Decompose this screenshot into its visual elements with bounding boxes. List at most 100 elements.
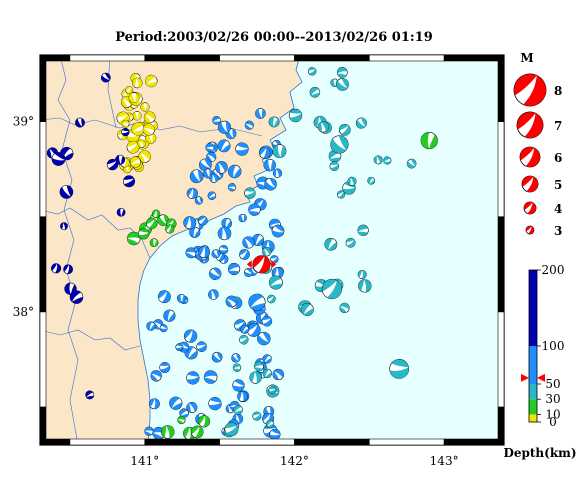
depth-tick-label: 100 bbox=[542, 339, 565, 353]
focal-mechanism bbox=[338, 124, 351, 136]
frame-scale-bar bbox=[69, 54, 146, 62]
magnitude-legend-symbol bbox=[521, 175, 539, 193]
focal-mechanism bbox=[175, 343, 184, 352]
focal-mechanism bbox=[272, 168, 283, 178]
frame-scale-bar bbox=[497, 311, 505, 408]
focal-mechanism bbox=[198, 415, 211, 428]
focal-mechanism bbox=[132, 77, 143, 89]
focal-mechanism bbox=[329, 161, 340, 171]
focal-mechanism bbox=[270, 255, 279, 264]
focal-mechanism bbox=[271, 224, 285, 238]
frame-scale-bar bbox=[294, 54, 370, 62]
focal-mechanism bbox=[265, 419, 274, 428]
depth-color-segment bbox=[529, 346, 537, 384]
focal-mechanism bbox=[121, 119, 130, 128]
magnitude-legend-symbol bbox=[523, 201, 537, 215]
focal-mechanism bbox=[253, 361, 264, 372]
focal-mechanism bbox=[176, 293, 186, 303]
axis-labels: 141° 142° 143° 39° 38° bbox=[13, 115, 459, 468]
highlight-marker-icon bbox=[246, 260, 252, 269]
focal-mechanism bbox=[248, 203, 261, 216]
focal-mechanism bbox=[159, 362, 171, 373]
focal-mechanism bbox=[228, 262, 241, 276]
focal-mechanism bbox=[159, 324, 168, 333]
focal-mechanism bbox=[143, 111, 156, 124]
focal-mechanism bbox=[347, 176, 357, 186]
frame-scale-bar bbox=[39, 121, 47, 218]
depth-tick-label: 10 bbox=[545, 407, 560, 421]
focal-mechanism bbox=[406, 158, 417, 169]
focal-mechanism bbox=[198, 215, 208, 226]
focal-mechanism bbox=[208, 289, 219, 300]
focal-mechanism bbox=[150, 370, 162, 382]
focal-mechanism bbox=[212, 115, 221, 125]
focal-mechanism bbox=[267, 294, 276, 304]
focal-mechanism bbox=[355, 117, 367, 129]
frame-scale-bar bbox=[69, 438, 146, 446]
focal-mechanism bbox=[144, 426, 154, 436]
focal-mechanism bbox=[85, 390, 95, 400]
focal-mechanism bbox=[232, 363, 242, 372]
latitude-tick-label: 38° bbox=[13, 305, 34, 319]
focal-mechanism bbox=[268, 116, 280, 128]
focal-mechanism bbox=[324, 237, 338, 251]
longitude-tick-label: 141° bbox=[130, 454, 159, 468]
focal-mechanism bbox=[288, 108, 303, 123]
focal-mechanism bbox=[131, 122, 145, 136]
focal-mechanism bbox=[63, 264, 73, 275]
magnitude-legend-symbol bbox=[516, 111, 544, 139]
focal-mechanism bbox=[217, 139, 231, 153]
focal-mechanism bbox=[208, 397, 222, 411]
longitude-tick-label: 143° bbox=[430, 454, 459, 468]
focal-mechanism bbox=[244, 120, 254, 130]
focal-mechanism bbox=[233, 404, 243, 415]
focal-mechanism bbox=[238, 213, 247, 223]
focal-mechanism bbox=[126, 140, 140, 154]
focal-mechanism bbox=[186, 187, 198, 199]
frame-scale-bar bbox=[219, 438, 295, 446]
focal-mechanism bbox=[116, 207, 126, 217]
focal-mechanism bbox=[268, 275, 283, 290]
magnitude-legend-label: 4 bbox=[554, 202, 562, 216]
focal-mechanism bbox=[215, 161, 228, 174]
magnitude-legend-symbol bbox=[525, 225, 535, 235]
focal-mechanism bbox=[145, 217, 158, 230]
focal-mechanism bbox=[203, 168, 213, 179]
focal-mechanism bbox=[251, 233, 265, 247]
frame-scale-bar bbox=[368, 438, 445, 446]
frame-scale-bar bbox=[497, 121, 505, 218]
frame-scale-bar bbox=[39, 311, 47, 408]
depth-tick-label: 50 bbox=[545, 377, 560, 391]
focal-mechanism bbox=[336, 67, 348, 78]
focal-mechanism bbox=[60, 222, 68, 231]
magnitude-legend: M 8 7 6 5 4 3 bbox=[513, 51, 562, 238]
focal-mechanism bbox=[358, 279, 372, 293]
focal-mechanism bbox=[261, 315, 273, 327]
focal-mechanism bbox=[149, 238, 159, 248]
focal-mechanism bbox=[248, 293, 266, 311]
focal-mechanism bbox=[258, 147, 271, 159]
depth-color-segment bbox=[529, 399, 537, 415]
depth-tick-label: 0 bbox=[549, 415, 557, 429]
frame-scale-bar bbox=[294, 438, 370, 446]
focal-mechanism bbox=[232, 379, 245, 392]
depth-color-segment bbox=[529, 414, 537, 422]
focal-mechanism bbox=[244, 187, 256, 199]
focal-mechanism bbox=[140, 102, 150, 112]
focal-mechanism bbox=[211, 249, 221, 259]
focal-mechanism bbox=[152, 319, 164, 330]
focal-mechanism bbox=[129, 156, 142, 168]
focal-mechanism bbox=[190, 425, 204, 439]
magnitude-legend-symbol bbox=[513, 73, 547, 107]
focal-mechanism bbox=[217, 120, 231, 134]
highlight-marker-icon bbox=[271, 260, 277, 269]
focal-mechanism bbox=[123, 175, 135, 188]
focal-mechanism bbox=[357, 269, 367, 280]
focal-mechanism bbox=[125, 86, 134, 95]
frame-scale-bar bbox=[39, 54, 47, 122]
focal-mechanism bbox=[237, 391, 248, 402]
focal-mechanism bbox=[142, 123, 155, 136]
focal-mechanism bbox=[255, 108, 266, 119]
focal-mechanism bbox=[145, 74, 158, 88]
